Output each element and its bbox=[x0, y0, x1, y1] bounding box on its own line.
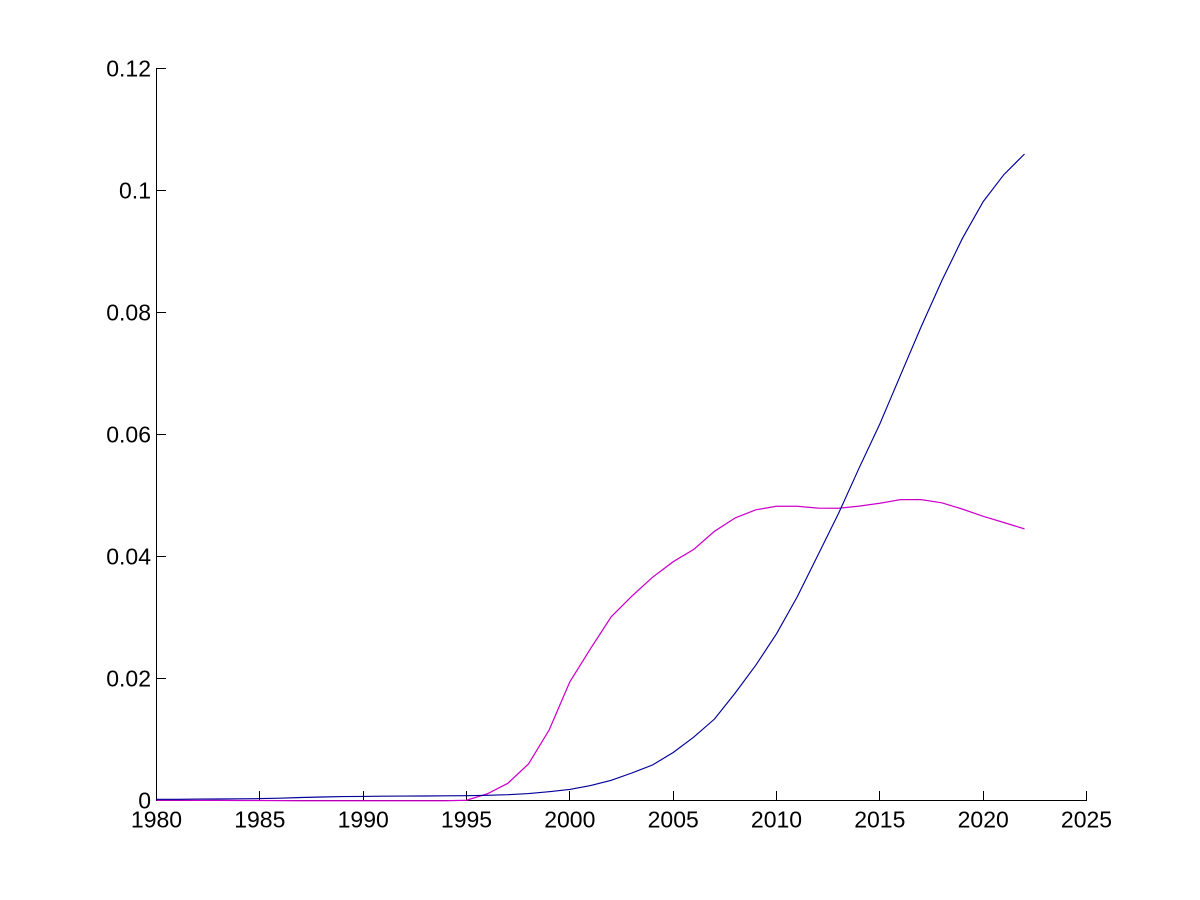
svg-text:2010: 2010 bbox=[751, 807, 802, 833]
svg-text:2000: 2000 bbox=[544, 807, 595, 833]
svg-text:0.12: 0.12 bbox=[106, 56, 151, 82]
svg-text:0.04: 0.04 bbox=[106, 544, 151, 570]
svg-text:0.1: 0.1 bbox=[119, 178, 151, 204]
svg-text:1990: 1990 bbox=[338, 807, 389, 833]
svg-text:0.02: 0.02 bbox=[106, 666, 151, 692]
svg-text:2025: 2025 bbox=[1061, 807, 1112, 833]
svg-text:0.06: 0.06 bbox=[106, 422, 151, 448]
svg-text:0: 0 bbox=[138, 788, 151, 814]
svg-text:1980: 1980 bbox=[131, 807, 182, 833]
svg-text:2020: 2020 bbox=[958, 807, 1009, 833]
svg-text:1985: 1985 bbox=[234, 807, 285, 833]
svg-text:2015: 2015 bbox=[854, 807, 905, 833]
svg-text:2005: 2005 bbox=[648, 807, 699, 833]
svg-text:0.08: 0.08 bbox=[106, 300, 151, 326]
svg-text:1995: 1995 bbox=[441, 807, 492, 833]
